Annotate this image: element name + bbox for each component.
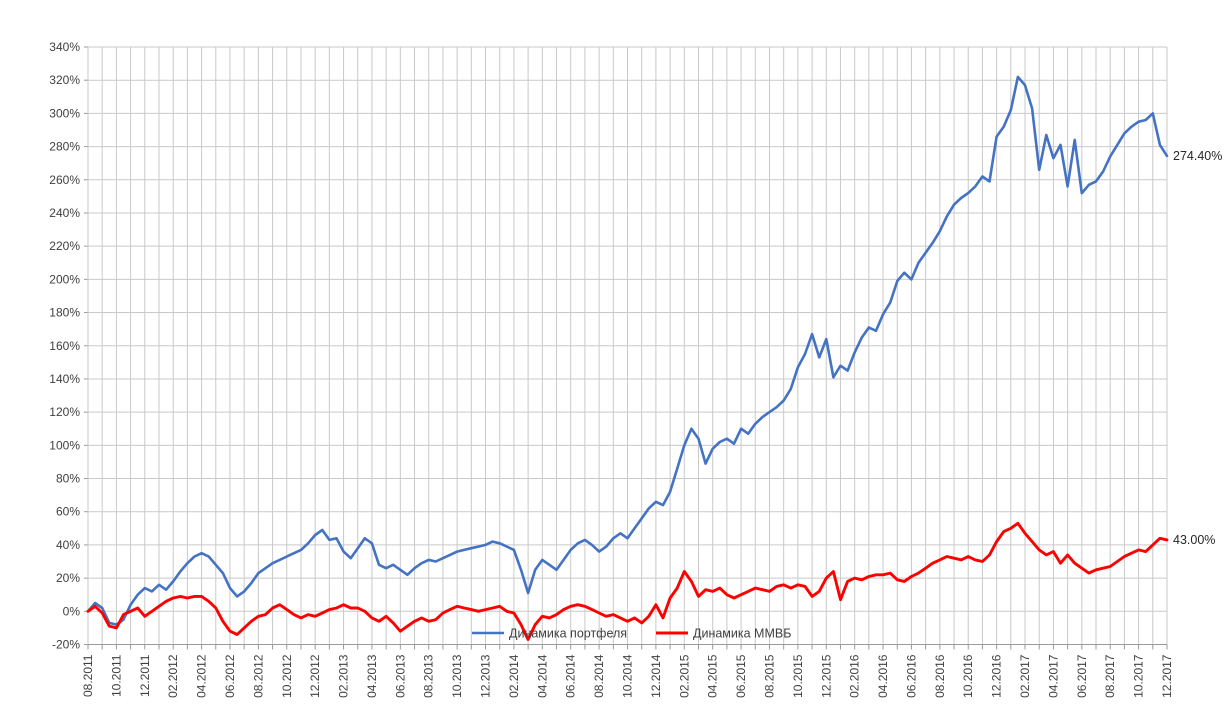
- x-axis-tick-label: 04.2017: [1046, 654, 1060, 698]
- x-axis-tick-label: 06.2015: [734, 654, 748, 698]
- portfolio-series-line: [86, 75, 1169, 626]
- y-axis-tick-label: 160%: [49, 339, 80, 353]
- y-axis-tick-label: 280%: [49, 140, 80, 154]
- x-axis-tick-label: 06.2016: [904, 654, 918, 698]
- x-axis-tick-label: 04.2016: [876, 654, 890, 698]
- x-axis-tick-label: 04.2014: [535, 654, 549, 698]
- x-axis-tick-label: 10.2017: [1132, 654, 1146, 698]
- x-axis-tick-label: 12.2016: [990, 654, 1004, 698]
- y-axis-tick-label: 100%: [49, 438, 80, 452]
- y-axis-tick-label: 120%: [49, 405, 80, 419]
- x-axis-tick-label: 02.2016: [848, 654, 862, 698]
- x-axis-tick-label: 10.2012: [280, 654, 294, 698]
- x-axis-tick-label: 06.2013: [393, 654, 407, 698]
- x-axis-tick-label: 08.2014: [592, 654, 606, 698]
- x-axis-tick-label: 06.2017: [1075, 654, 1089, 698]
- x-axis-tick-label: 12.2015: [819, 654, 833, 698]
- y-axis-tick-label: -20%: [52, 638, 80, 652]
- x-axis-tick-label: 10.2014: [621, 654, 635, 698]
- micex-end-value-label: 43.00%: [1173, 533, 1215, 547]
- x-axis-tick-label: 02.2012: [166, 654, 180, 698]
- y-axis-tick-label: 20%: [56, 571, 80, 585]
- y-axis-tick-label: 40%: [56, 538, 80, 552]
- y-axis-tick-label: 260%: [49, 173, 80, 187]
- x-axis-tick-label: 10.2015: [791, 654, 805, 698]
- y-axis-tick-label: 220%: [49, 239, 80, 253]
- x-axis-tick-label: 10.2011: [109, 654, 123, 697]
- y-axis-tick-label: 200%: [49, 272, 80, 286]
- y-axis-tick-label: 140%: [49, 372, 80, 386]
- x-axis-tick-label: 10.2013: [450, 654, 464, 698]
- x-axis-tick-label: 08.2012: [251, 654, 265, 698]
- y-axis-tick-label: 80%: [56, 472, 80, 486]
- x-axis-tick-label: 06.2012: [223, 654, 237, 698]
- x-axis-tick-label: 08.2015: [762, 654, 776, 698]
- x-axis-tick-label: 02.2015: [677, 654, 691, 698]
- legend-label-portfolio: Динамика портфеля: [509, 627, 627, 641]
- x-axis-tick-label: 06.2014: [564, 654, 578, 698]
- y-axis-tick-label: 0%: [63, 604, 81, 618]
- x-axis-tick-label: 08.2016: [933, 654, 947, 698]
- x-axis-tick-label: 08.2017: [1103, 654, 1117, 698]
- x-axis-tick-label: 12.2014: [649, 654, 663, 698]
- y-axis-tick-label: 320%: [49, 73, 80, 87]
- portfolio-end-value-label: 274.40%: [1173, 149, 1222, 163]
- y-axis-tick-label: 340%: [49, 40, 80, 54]
- x-axis-tick-label: 12.2017: [1160, 654, 1174, 698]
- x-axis-tick-label: 04.2012: [195, 654, 209, 698]
- x-axis-tick-label: 02.2017: [1018, 654, 1032, 698]
- x-axis-tick-label: 12.2013: [479, 654, 493, 698]
- y-axis-tick-label: 60%: [56, 505, 80, 519]
- x-axis-tick-label: 10.2016: [961, 654, 975, 698]
- x-axis-tick-label: 08.2013: [422, 654, 436, 698]
- micex-series-line: [86, 521, 1169, 641]
- y-axis-tick-label: 180%: [49, 306, 80, 320]
- y-axis-tick-label: 240%: [49, 206, 80, 220]
- x-axis-tick-label: 12.2012: [308, 654, 322, 698]
- x-axis-tick-label: 12.2011: [138, 654, 152, 697]
- x-axis-tick-label: 02.2013: [337, 654, 351, 698]
- x-axis-tick-label: 04.2013: [365, 654, 379, 698]
- legend-label-micex: Динамика ММВБ: [693, 627, 791, 641]
- x-axis-tick-label: 08.2011: [81, 654, 95, 697]
- x-axis-tick-label: 04.2015: [706, 654, 720, 698]
- x-axis-tick-label: 02.2014: [507, 654, 521, 698]
- y-axis-tick-label: 300%: [49, 106, 80, 120]
